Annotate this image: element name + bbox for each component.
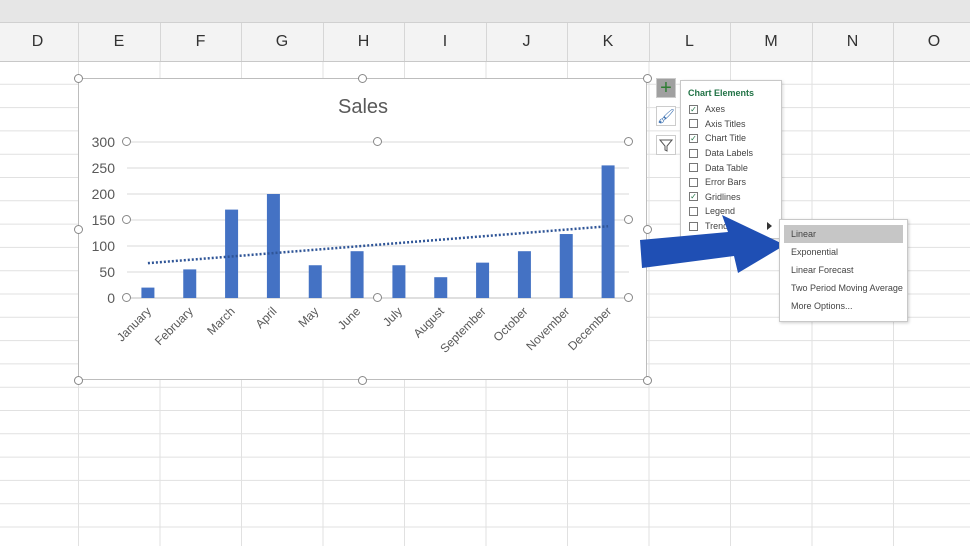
- y-tick-label: 150: [92, 212, 116, 228]
- resize-handle[interactable]: [74, 225, 83, 234]
- brush-icon: 🖌: [657, 107, 675, 124]
- ribbon-bottom: [0, 0, 970, 23]
- item-label: Data Table: [705, 162, 748, 173]
- column-header-L[interactable]: L: [649, 23, 731, 61]
- item-label: Chart Title: [705, 133, 747, 144]
- column-header-N[interactable]: N: [812, 23, 894, 61]
- item-label: Legend: [705, 206, 736, 217]
- y-tick-label: 100: [92, 238, 116, 254]
- checkbox[interactable]: ✓: [689, 104, 698, 114]
- resize-handle[interactable]: [373, 293, 382, 302]
- resize-handle[interactable]: [624, 293, 633, 302]
- chart-element-data-table[interactable]: Data Table: [681, 160, 781, 175]
- column-header-F[interactable]: F: [160, 23, 242, 61]
- chart-element-chart-title[interactable]: ✓ Chart Title: [681, 131, 781, 146]
- bar-october[interactable]: [517, 251, 531, 298]
- item-label: Axes: [705, 104, 726, 115]
- item-label: Error Bars: [705, 177, 747, 188]
- item-label: Gridlines: [705, 191, 741, 202]
- chart-elements-button[interactable]: +: [656, 76, 676, 99]
- checkbox[interactable]: [689, 119, 698, 129]
- resize-handle[interactable]: [643, 225, 652, 234]
- column-header-D[interactable]: D: [0, 23, 79, 61]
- trendline-submenu: Linear Exponential Linear Forecast Two Peri…: [779, 219, 908, 322]
- trendline[interactable]: [147, 224, 609, 265]
- bar-march[interactable]: [225, 209, 239, 298]
- column-header-G[interactable]: G: [242, 23, 324, 61]
- chart-element-gridlines[interactable]: ✓ Gridlines: [681, 190, 781, 205]
- column-header-E[interactable]: E: [79, 23, 161, 61]
- bar-september[interactable]: [476, 262, 490, 298]
- chart-element-axis-titles[interactable]: Axis Titles: [681, 117, 781, 132]
- checkbox[interactable]: [689, 148, 698, 158]
- filter-icon: [659, 139, 673, 152]
- bar-december[interactable]: [601, 165, 615, 298]
- bar-february[interactable]: [183, 269, 197, 298]
- checkbox[interactable]: [689, 206, 698, 216]
- y-tick-label: 0: [107, 290, 115, 306]
- panel-title: Chart Elements: [688, 88, 755, 98]
- resize-handle[interactable]: [358, 74, 367, 83]
- trendline-option-two-period-moving-average[interactable]: Two Period Moving Average: [791, 283, 903, 293]
- chart-filters-button[interactable]: [656, 135, 676, 155]
- trendline-option-linear[interactable]: Linear: [784, 225, 903, 243]
- resize-handle[interactable]: [122, 215, 131, 224]
- checkbox[interactable]: [689, 163, 698, 173]
- item-label: Trendline: [705, 221, 743, 232]
- bar-may[interactable]: [308, 265, 322, 298]
- chart-element-error-bars[interactable]: Error Bars: [681, 175, 781, 190]
- y-tick-label: 50: [99, 264, 115, 280]
- resize-handle[interactable]: [74, 74, 83, 83]
- chart-styles-button[interactable]: 🖌: [656, 106, 676, 126]
- chart-element-trendline[interactable]: Trendline: [681, 219, 781, 234]
- column-header-O[interactable]: O: [894, 23, 970, 61]
- trendline-option-more-options-[interactable]: More Options...: [791, 301, 853, 311]
- resize-handle[interactable]: [624, 215, 633, 224]
- column-header-M[interactable]: M: [731, 23, 813, 61]
- column-header-H[interactable]: H: [323, 23, 405, 61]
- column-header-K[interactable]: K: [568, 23, 650, 61]
- resize-handle[interactable]: [122, 137, 131, 146]
- resize-handle[interactable]: [643, 376, 652, 385]
- item-label: Data Labels: [705, 148, 754, 159]
- checkbox[interactable]: [689, 177, 698, 187]
- chart[interactable]: Sales 0 50 100 150 200 250 300 January February Ma…: [78, 78, 647, 380]
- item-label: Axis Titles: [705, 118, 746, 129]
- resize-handle[interactable]: [624, 137, 633, 146]
- resize-handle[interactable]: [643, 74, 652, 83]
- resize-handle[interactable]: [74, 376, 83, 385]
- y-tick-label: 300: [92, 134, 116, 150]
- bar-july[interactable]: [392, 265, 406, 298]
- chart-title[interactable]: Sales: [338, 96, 388, 118]
- checkbox[interactable]: [689, 221, 698, 231]
- column-header-J[interactable]: J: [486, 23, 568, 61]
- resize-handle[interactable]: [373, 137, 382, 146]
- chart-element-legend[interactable]: Legend: [681, 204, 781, 219]
- chart-elements-panel: Chart Elements ✓ Axes Axis Titles ✓ Chart Ti…: [680, 80, 782, 239]
- resize-handle[interactable]: [122, 293, 131, 302]
- trendline-option-linear-forecast[interactable]: Linear Forecast: [791, 265, 854, 275]
- bar-june[interactable]: [350, 251, 364, 298]
- column-header-I[interactable]: I: [405, 23, 487, 61]
- chart-element-axes[interactable]: ✓ Axes: [681, 102, 781, 117]
- submenu-arrow-icon[interactable]: [767, 222, 772, 230]
- resize-handle[interactable]: [358, 376, 367, 385]
- bar-january[interactable]: [141, 287, 155, 298]
- bar-april[interactable]: [266, 194, 280, 298]
- trendline-option-exponential[interactable]: Exponential: [791, 247, 839, 257]
- plus-icon: +: [660, 76, 672, 99]
- bar-november[interactable]: [559, 234, 573, 298]
- chart-element-data-labels[interactable]: Data Labels: [681, 146, 781, 161]
- checkbox[interactable]: ✓: [689, 192, 698, 202]
- bar-august[interactable]: [434, 277, 448, 298]
- y-tick-label: 200: [92, 186, 116, 202]
- y-tick-label: 250: [92, 160, 116, 176]
- checkbox[interactable]: ✓: [689, 133, 698, 143]
